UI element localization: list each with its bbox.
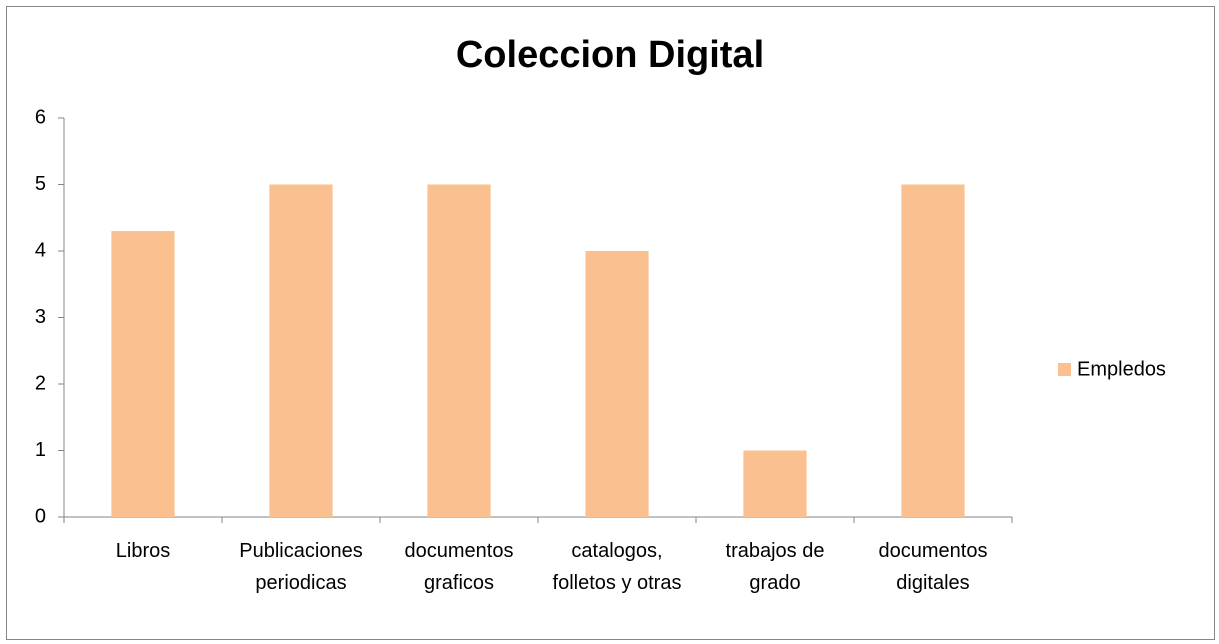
x-tick-label: documentos graficos <box>405 540 514 594</box>
x-tick-label: Publicaciones periodicas <box>239 540 362 594</box>
legend-label: Empledos <box>1077 358 1166 380</box>
y-tick-label: 2 <box>35 372 46 394</box>
x-tick-label: catalogos, folletos y otras <box>553 540 682 594</box>
bar <box>743 450 807 517</box>
y-tick-label: 3 <box>35 306 46 328</box>
y-tick-label: 5 <box>35 173 46 195</box>
bar <box>111 231 175 518</box>
bar <box>585 251 649 517</box>
x-tick-label: documentos digitales <box>879 540 988 594</box>
y-tick-label: 6 <box>35 106 46 128</box>
bar <box>269 184 333 517</box>
bar <box>427 184 491 517</box>
y-tick-label: 1 <box>35 439 46 461</box>
bar <box>901 184 965 517</box>
x-tick-label: trabajos de grado <box>726 540 825 594</box>
legend-swatch <box>1058 363 1071 376</box>
y-tick-label: 0 <box>35 505 46 527</box>
x-tick-label: Libros <box>116 540 170 562</box>
y-tick-label: 4 <box>35 239 46 261</box>
chart-title: Coleccion Digital <box>456 34 764 76</box>
